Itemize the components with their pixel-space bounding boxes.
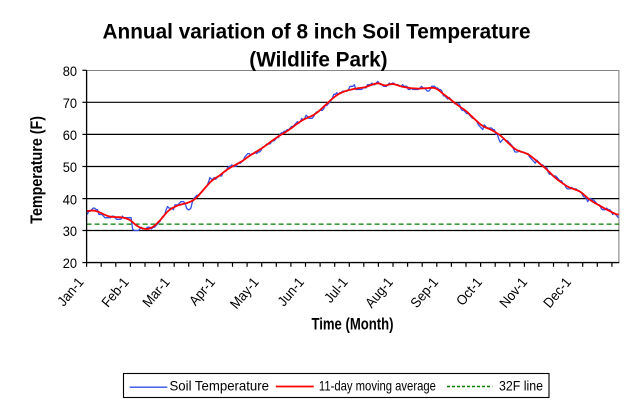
- svg-text:80: 80: [63, 63, 77, 79]
- svg-text:Temperature (F): Temperature (F): [28, 116, 46, 224]
- svg-text:40: 40: [63, 191, 77, 207]
- svg-text:32F line: 32F line: [499, 378, 543, 393]
- svg-text:11-day moving average: 11-day moving average: [319, 378, 436, 393]
- svg-text:50: 50: [63, 159, 77, 175]
- svg-text:60: 60: [63, 127, 77, 143]
- svg-text:70: 70: [63, 95, 77, 111]
- svg-text:Time (Month): Time (Month): [312, 315, 394, 333]
- svg-text:20: 20: [63, 255, 77, 271]
- svg-text:30: 30: [63, 223, 77, 239]
- svg-text:Soil Temperature: Soil Temperature: [170, 378, 270, 393]
- svg-text:(Wildlife Park): (Wildlife Park): [249, 47, 387, 72]
- svg-text:Annual variation of 8 inch Soi: Annual variation of 8 inch Soil Temperat…: [103, 19, 531, 44]
